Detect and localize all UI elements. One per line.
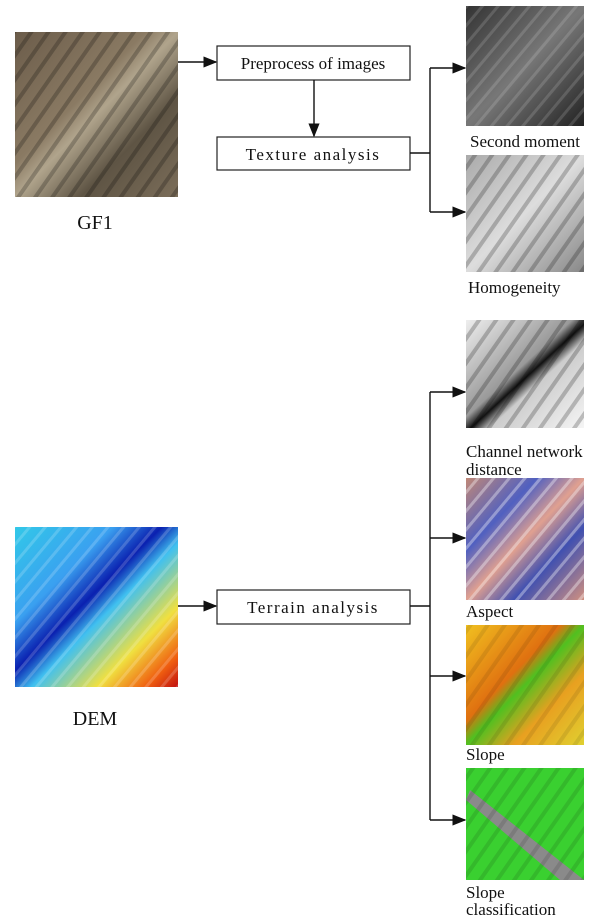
output-image <box>466 478 584 600</box>
connectors <box>178 62 465 820</box>
output-image <box>466 6 584 126</box>
output-label: Aspect <box>466 602 513 621</box>
output-image <box>466 320 584 428</box>
output-label: distance <box>466 460 522 479</box>
output-label: classification <box>466 900 556 918</box>
output-label: Homogeneity <box>468 278 561 297</box>
output-label: Slope <box>466 745 505 764</box>
dem-image <box>15 527 178 687</box>
input-label: GF1 <box>77 212 113 234</box>
diagram: GF1 DEM Preprocess of images Texture ana… <box>0 0 614 918</box>
output-image <box>466 768 584 880</box>
output-image <box>466 625 584 745</box>
process-label: Texture analysis <box>246 145 381 164</box>
output-label: Channel network <box>466 442 583 461</box>
output-image <box>466 155 584 272</box>
input-label: DEM <box>73 708 118 730</box>
process-label: Terrain analysis <box>247 598 379 617</box>
gf1-image <box>15 32 178 197</box>
process-label: Preprocess of images <box>241 54 385 73</box>
output-label: Second moment <box>470 132 580 151</box>
